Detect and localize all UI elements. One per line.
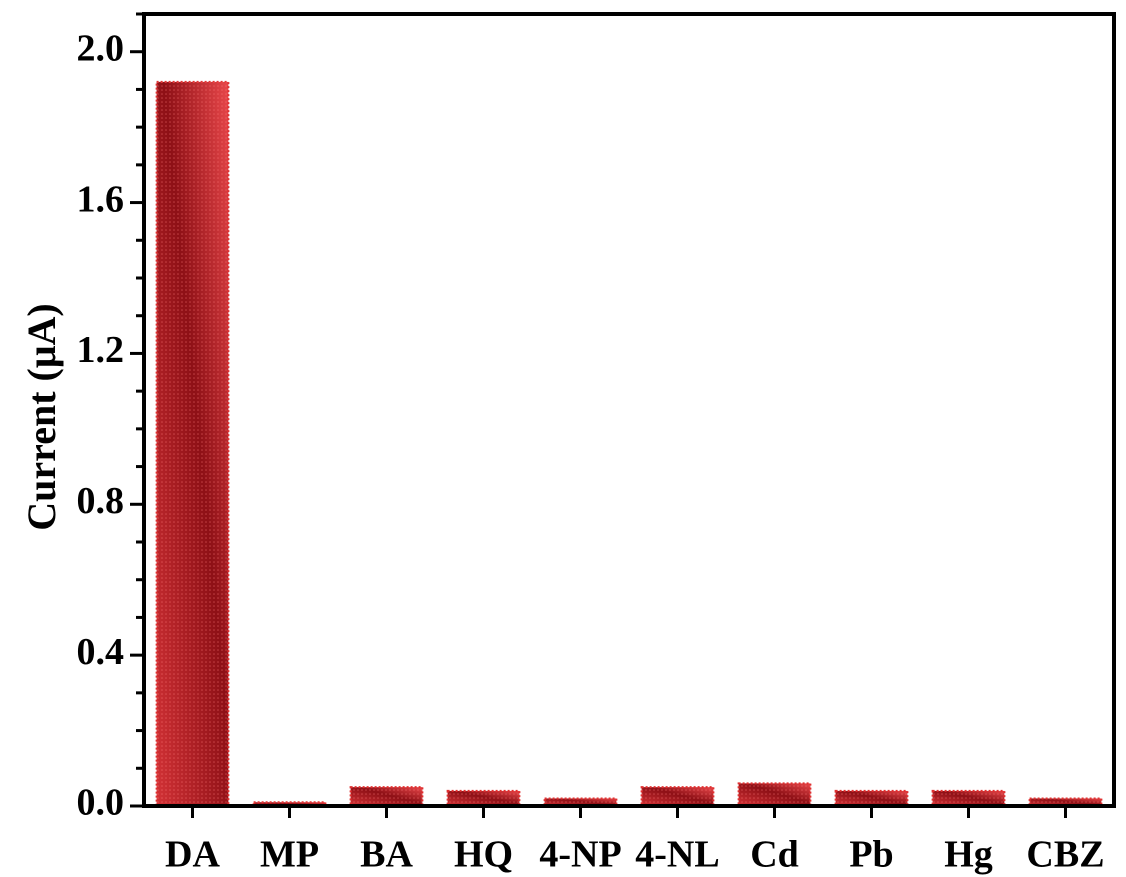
y-tick-label: 1.2 [77,329,125,371]
bar-texture-cd [738,783,811,806]
y-tick-label: 2.0 [77,27,125,69]
bar-texture-hq [447,790,520,806]
y-tick-label: 1.6 [77,178,125,220]
y-ticks-group: 0.0 0.4 0.8 1.2 1.6 2.0 [77,12,144,824]
x-tick-label: MP [260,834,319,876]
bar-texture-cbz [1029,798,1102,806]
x-tick-label: Cd [750,834,799,876]
bar-texture-pb [835,790,908,806]
x-tick-label: Hg [944,834,993,876]
bar-texture-4-nl [641,787,714,806]
bar-texture-4-np [544,798,617,806]
bar-texture-hg [932,790,1005,806]
y-tick-label: 0.4 [77,631,125,673]
x-tick-label: Pb [849,834,893,876]
x-tick-label: DA [165,834,220,876]
x-tick-label: HQ [454,834,513,876]
y-tick-label: 0.8 [77,480,125,522]
y-axis-title: Current (μA) [19,303,64,530]
y-tick-label: 0.0 [77,782,125,824]
x-ticks-group: DA MP BA HQ 4-NP 4-NL Cd Pb Hg CBZ [165,806,1105,876]
x-tick-label: 4-NL [635,834,719,876]
x-tick-label: 4-NP [539,834,621,876]
x-tick-label: BA [360,834,413,876]
bars-group [155,80,1103,808]
bar-texture-ba [350,787,423,806]
bar-texture-da [156,81,229,806]
plot-frame [142,12,1116,808]
x-tick-label: CBZ [1026,834,1104,876]
